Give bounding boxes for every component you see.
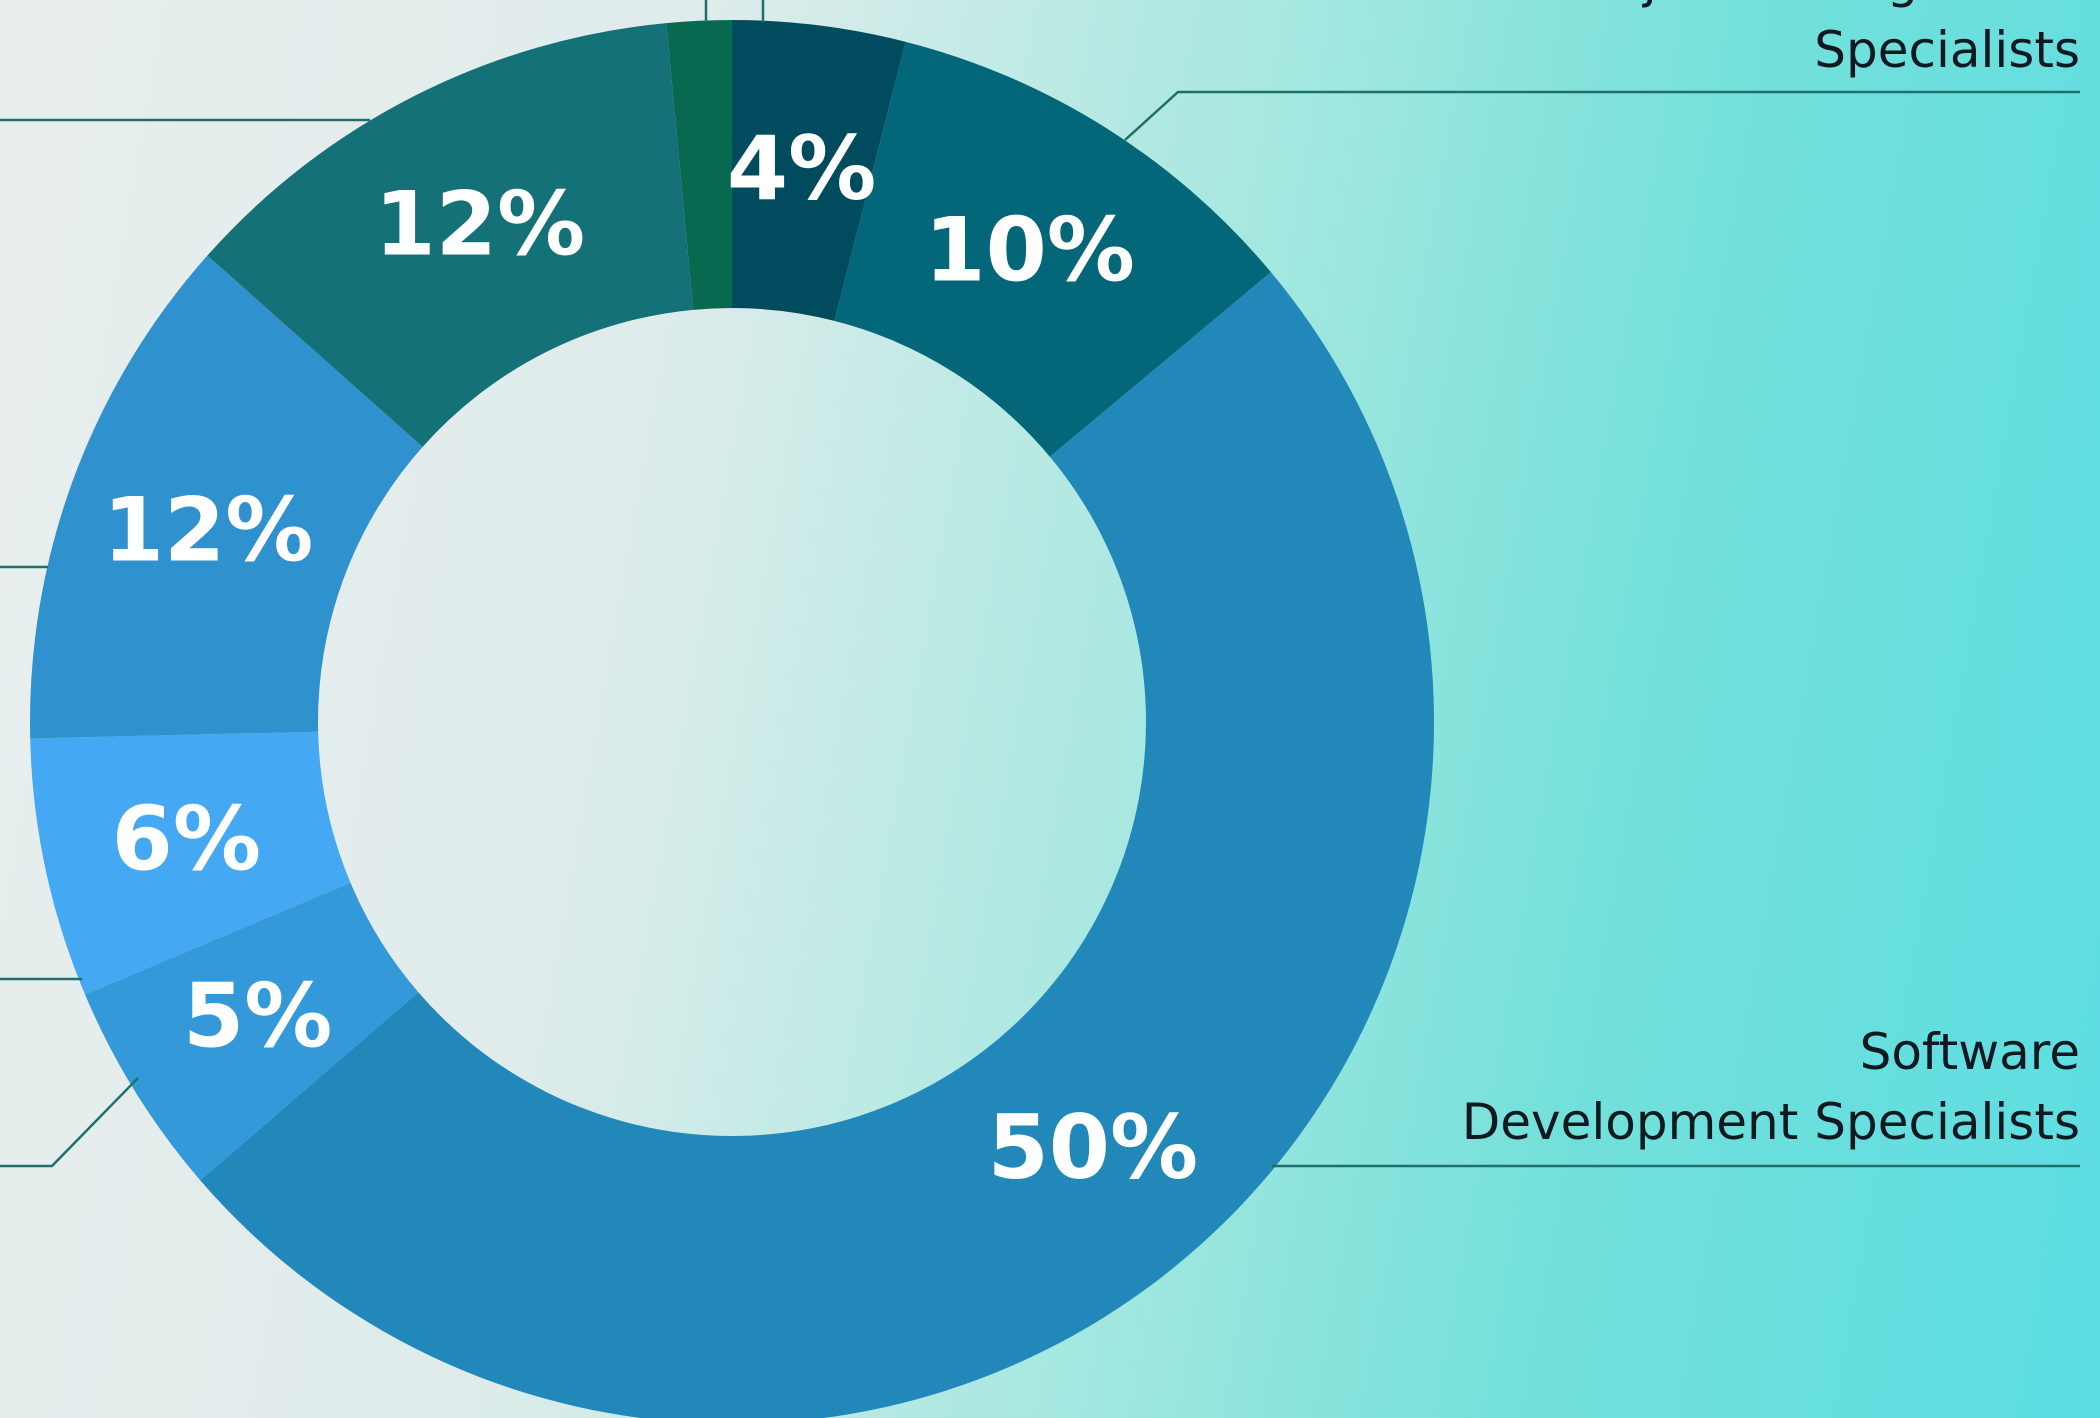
annotation-project-management-line2: Specialists — [1814, 21, 2080, 79]
annotation-software-development-line2: Development Specialists — [1462, 1093, 2080, 1151]
annotation-project-management-line1: Project Management — [1564, 0, 2080, 9]
leader-line-left-bottom — [0, 1078, 138, 1166]
percentage-label-5: 6% — [112, 787, 261, 890]
percentage-label-1: 4% — [727, 117, 876, 220]
percentage-label-4: 5% — [183, 964, 332, 1067]
percentage-label-3: 50% — [988, 1096, 1199, 1199]
donut-slices — [30, 20, 1434, 1418]
annotation-software-development-line1: Software — [1860, 1023, 2080, 1081]
category-annotations: Project Management Specialists Software … — [1462, 0, 2080, 1151]
percentage-label-6: 12% — [103, 478, 314, 581]
percentage-label-7: 12% — [375, 173, 586, 276]
leader-line-top-right — [1125, 92, 2080, 140]
percentage-label-2: 10% — [924, 199, 1135, 302]
